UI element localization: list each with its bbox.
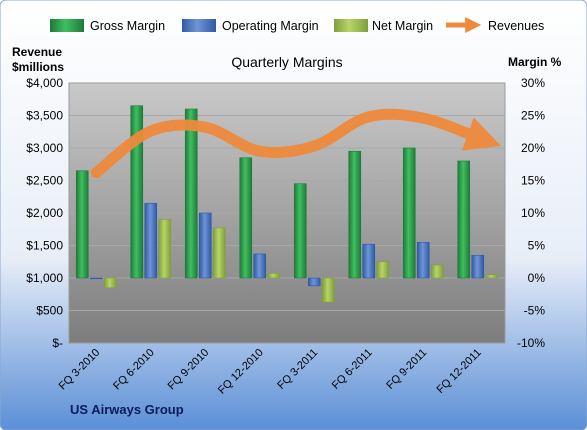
revenues-line (90, 108, 501, 179)
legend-label-operating: Operating Margin (222, 19, 319, 33)
bar-gross-margin (402, 147, 416, 279)
bar-gross-margin (239, 157, 253, 279)
left-axis-title-line1: Revenue (12, 45, 62, 59)
right-tick-label: 15% (521, 174, 545, 188)
bar-gross-margin (293, 183, 307, 279)
bar-operating-margin (471, 254, 485, 279)
left-tick-label: $- (52, 336, 63, 350)
left-tick-label: $2,000 (26, 206, 63, 220)
right-tick-label: 20% (521, 141, 545, 155)
bar-net-margin (158, 219, 172, 279)
right-tick-label: -5% (524, 304, 546, 318)
right-tick-label: 25% (521, 109, 545, 123)
bar-net-margin (430, 264, 444, 279)
right-tick-label: 5% (528, 239, 546, 253)
right-axis-ticks: -10% -5% 0% 5% 10% 15% 20% 25% 30% (517, 76, 545, 350)
bar-operating-margin (307, 277, 321, 287)
left-axis-ticks: $- $500 $1,000 $1,500 $2,000 $2,500 $3,000 $3,5… (26, 76, 63, 350)
legend-item-net: Net Margin (334, 19, 433, 33)
left-tick-label: $1,500 (26, 239, 63, 253)
left-tick-label: $4,000 (26, 76, 63, 90)
bar-operating-margin (89, 277, 103, 280)
bar-net-margin (267, 273, 281, 279)
bar-operating-margin (416, 241, 430, 279)
left-axis-title-line2: $millions (12, 60, 64, 74)
bars (75, 105, 499, 303)
legend-item-gross: Gross Margin (50, 19, 165, 33)
revenue-series (90, 108, 501, 179)
right-tick-label: 30% (521, 76, 545, 90)
bar-operating-margin (144, 202, 158, 279)
bar-gross-margin (348, 150, 362, 279)
bar-gross-margin (130, 105, 144, 279)
right-tick-label: 10% (521, 206, 545, 220)
right-tick-label: 0% (528, 271, 546, 285)
legend: Gross Margin Operating Margin Net Margin… (50, 16, 544, 34)
legend-swatch-gross (50, 19, 84, 32)
right-axis-title: Margin % (508, 55, 562, 69)
bar-gross-margin (184, 108, 198, 279)
bar-net-margin (103, 277, 117, 289)
bar-net-margin (376, 261, 390, 279)
bar-gross-margin (457, 160, 471, 279)
left-tick-label: $2,500 (26, 174, 63, 188)
bar-gross-margin (75, 170, 89, 279)
bar-operating-margin (198, 212, 212, 279)
left-tick-label: $3,000 (26, 141, 63, 155)
bar-net-margin (321, 277, 335, 303)
legend-item-operating: Operating Margin (182, 19, 319, 33)
bar-net-margin (485, 274, 499, 279)
legend-label-net: Net Margin (372, 19, 433, 33)
legend-item-revenues: Revenues (446, 16, 544, 34)
legend-label-gross: Gross Margin (90, 19, 165, 33)
bar-operating-margin (253, 253, 267, 279)
legend-swatch-operating (182, 19, 216, 32)
left-tick-label: $3,500 (26, 109, 63, 123)
footer-company: US Airways Group (70, 402, 184, 417)
bar-operating-margin (362, 243, 376, 279)
left-tick-label: $500 (36, 304, 63, 318)
right-tick-label: -10% (517, 336, 545, 350)
legend-swatch-net (334, 19, 368, 32)
legend-label-revenues: Revenues (488, 19, 544, 33)
chart-title: Quarterly Margins (231, 54, 342, 70)
left-tick-label: $1,000 (26, 271, 63, 285)
bar-net-margin (212, 227, 226, 279)
